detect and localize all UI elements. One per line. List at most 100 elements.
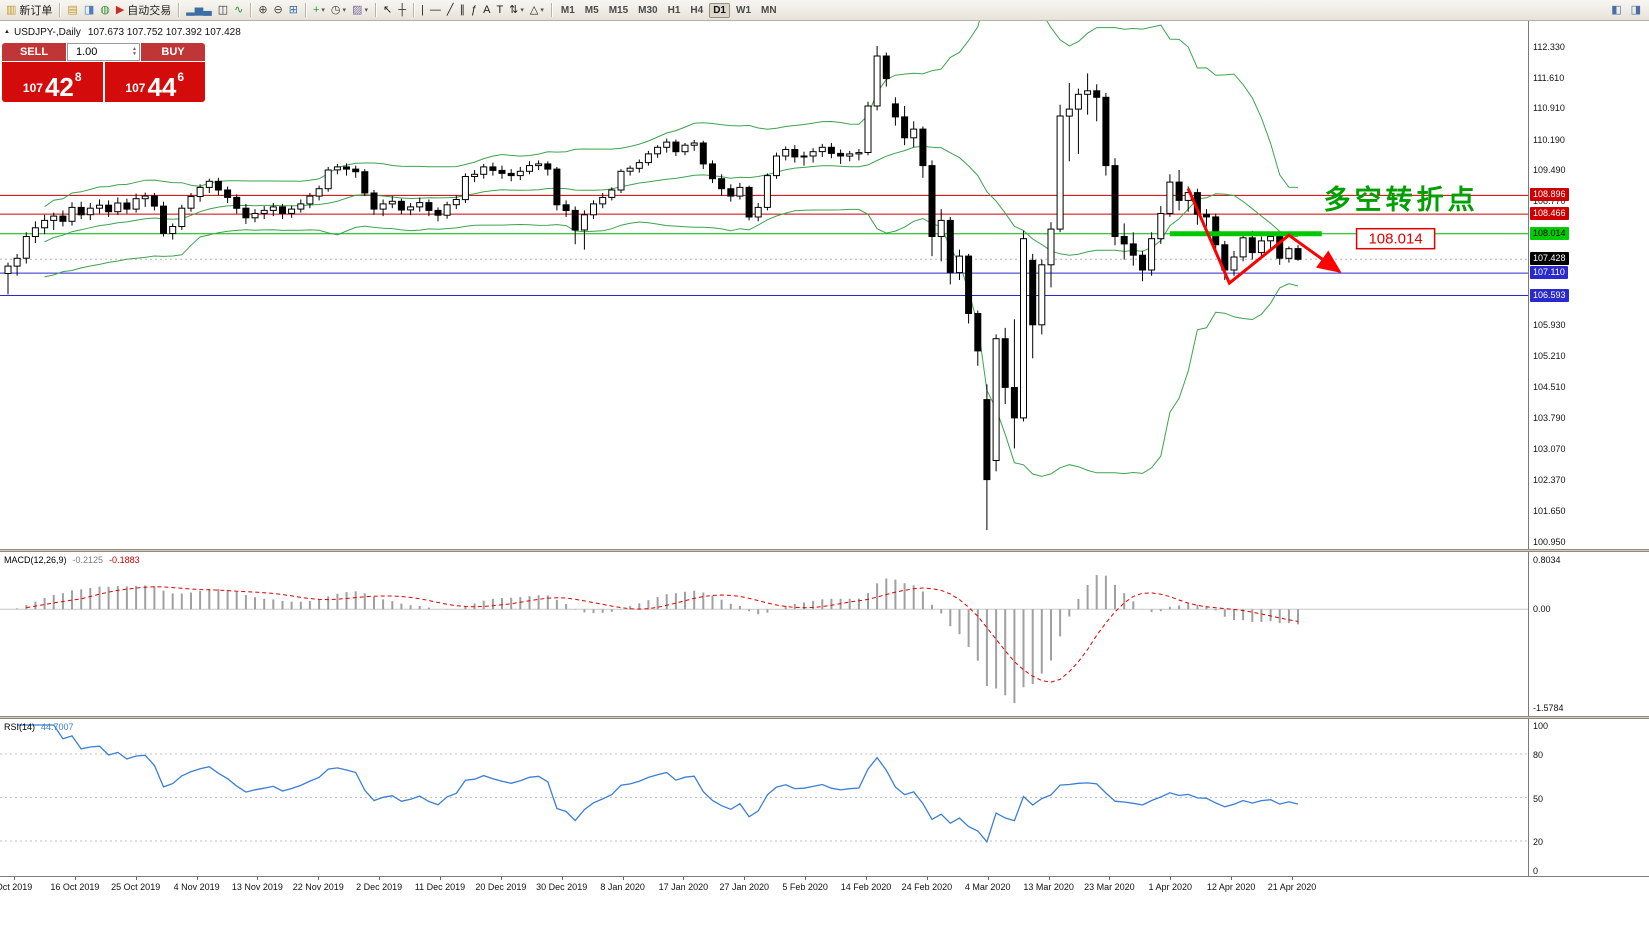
periods-button[interactable]: ◷ ▾ <box>328 1 349 19</box>
time-tick <box>926 877 928 880</box>
shapes-button[interactable]: △ ▾ <box>527 1 547 19</box>
horizontal-line-button[interactable]: ― <box>427 1 444 19</box>
text-button[interactable]: A <box>480 1 493 19</box>
zoom-in-button[interactable]: ⊕ <box>255 1 270 19</box>
equidistant-channel-button[interactable]: ∥ <box>456 1 468 19</box>
spinner-down-icon[interactable]: ▼ <box>132 51 137 57</box>
timeframe-h4-button[interactable]: H4 <box>690 4 704 16</box>
lot-value: 1.00 <box>76 46 98 58</box>
rsi-scale-axis[interactable]: 100 80 50 20 0 <box>1528 719 1649 876</box>
lot-size-field[interactable]: 1.00 ▲ ▼ <box>67 43 140 61</box>
candle-body <box>946 219 954 274</box>
candle-body <box>297 203 305 210</box>
bar-chart-button[interactable]: ▂▅▃ <box>183 1 214 19</box>
sell-price-pip: 8 <box>74 70 82 84</box>
text-label-button[interactable]: T <box>493 1 506 19</box>
rsi-scale-label: 50 <box>1533 793 1544 804</box>
price-label-text[interactable]: 108.014 <box>1368 231 1422 248</box>
timeframe-m1-button[interactable]: M1 <box>560 4 575 16</box>
candle-body <box>516 170 524 177</box>
line-chart-button[interactable]: ∿ <box>231 1 246 19</box>
indicators-button[interactable]: + ▾ <box>310 1 328 19</box>
new-chart-button[interactable]: ▤ <box>64 1 80 19</box>
macd-scale-axis[interactable]: 0.8034 0.00 -1.5784 <box>1528 552 1649 716</box>
tile-windows-icon: ⊞ <box>288 3 298 16</box>
chart-ohlc-values: 107.673 107.752 107.392 107.428 <box>87 27 241 38</box>
timeframe-w1-button[interactable]: W1 <box>736 4 751 16</box>
time-axis-label: 16 Oct 2019 <box>50 882 100 892</box>
candle-body <box>571 209 579 231</box>
turning-point-annotation[interactable]: 多空转折点 <box>1324 184 1479 215</box>
buy-price-button[interactable]: 107 44 6 <box>104 62 205 102</box>
dropdown-arrow-icon: ▾ <box>321 7 325 14</box>
candle-body <box>178 207 186 227</box>
macd-canvas[interactable] <box>0 552 1528 716</box>
price-label-box[interactable] <box>1355 227 1436 250</box>
templates-button[interactable]: ▨ ▾ <box>349 1 371 19</box>
candle-body <box>818 146 826 153</box>
data-window-button[interactable]: ◍ <box>97 1 113 19</box>
candle-body <box>672 141 680 153</box>
time-axis-label: 22 Nov 2019 <box>292 882 344 892</box>
price-tick: 111.610 <box>1533 72 1565 83</box>
sell-price-button[interactable]: 107 42 8 <box>2 62 103 102</box>
price-tick: 110.190 <box>1533 134 1565 145</box>
toolbar-separator <box>59 3 61 17</box>
timeframe-mn-button[interactable]: MN <box>761 4 777 16</box>
time-axis[interactable]: Oct 2019 16 Oct 2019 25 Oct 2019 4 Nov 2019… <box>0 876 1649 897</box>
time-axis-label: 5 Feb 2020 <box>782 882 828 892</box>
buy-price-big: 44 <box>147 72 177 102</box>
timeframe-m5-button[interactable]: M5 <box>584 4 599 16</box>
cursor-button[interactable]: ↖ <box>380 1 395 19</box>
rsi-canvas[interactable] <box>0 719 1528 876</box>
fibonacci-button[interactable]: ƒ <box>468 1 480 19</box>
main-chart-canvas[interactable]: 多空转折点 108.014 <box>0 21 1528 549</box>
candle-body <box>333 166 341 171</box>
vertical-line-button[interactable]: | <box>418 1 427 19</box>
timeframe-h1-button[interactable]: H1 <box>667 4 681 16</box>
candle-body <box>22 236 30 259</box>
candle-body <box>352 168 360 173</box>
bottom-filler <box>0 897 1649 941</box>
indicators-icon: + <box>312 3 320 16</box>
candle-body <box>1047 228 1055 266</box>
splitter-main-macd[interactable] <box>0 549 1649 552</box>
price-tick: 105.930 <box>1533 319 1566 330</box>
time-axis-label: 1 Apr 2020 <box>1148 882 1193 892</box>
lot-spinner[interactable]: ▲ ▼ <box>132 47 137 57</box>
profiles-button[interactable]: ◨ <box>81 1 97 19</box>
candle-body <box>1203 213 1210 218</box>
rsi-title: RSI(14) <box>4 722 36 732</box>
timeframe-m30-button[interactable]: M30 <box>638 4 658 16</box>
time-axis-label: 27 Jan 2020 <box>719 882 770 892</box>
candle-body <box>324 169 332 190</box>
candle-body <box>937 219 945 237</box>
time-axis-label: 4 Nov 2019 <box>173 882 220 892</box>
sell-button[interactable]: SELL <box>2 43 66 61</box>
buy-button[interactable]: BUY <box>141 43 205 61</box>
candle-body <box>68 206 76 222</box>
time-tick <box>1109 877 1111 880</box>
navigator-panel-icon: ◨ <box>1630 3 1641 16</box>
autotrading-button[interactable]: ▶ 自动交易 <box>113 1 174 19</box>
main-price-axis[interactable]: 112.330 111.610 110.910 110.190 109.490 108.7… <box>1528 21 1649 549</box>
macd-value-signal: -0.1883 <box>109 555 140 565</box>
forecast-arrow[interactable] <box>1186 188 1342 286</box>
market-watch-panel-button[interactable]: ◧ <box>1608 1 1624 19</box>
timeframe-d1-button[interactable]: D1 <box>709 2 730 18</box>
candle-body <box>407 206 415 211</box>
arrows-button[interactable]: ⇅ ▾ <box>506 1 527 19</box>
time-axis-label: 25 Oct 2019 <box>111 882 161 892</box>
tile-windows-button[interactable]: ⊞ <box>286 1 301 19</box>
price-gap <box>102 62 105 102</box>
splitter-macd-rsi[interactable] <box>0 716 1649 719</box>
candlestick-chart-button[interactable]: ◫ <box>215 1 231 19</box>
navigator-panel-button[interactable]: ◨ <box>1628 1 1644 19</box>
crosshair-button[interactable]: ┼ <box>395 1 409 19</box>
trendline-button[interactable]: ╱ <box>444 1 457 19</box>
spinner-up-icon[interactable]: ▲ <box>132 46 137 52</box>
new-order-button[interactable]: ▥ 新订单 <box>3 1 55 19</box>
timeframe-m15-button[interactable]: M15 <box>608 4 629 16</box>
horizontal-line-icon: ― <box>429 3 441 16</box>
zoom-out-button[interactable]: ⊖ <box>271 1 286 19</box>
